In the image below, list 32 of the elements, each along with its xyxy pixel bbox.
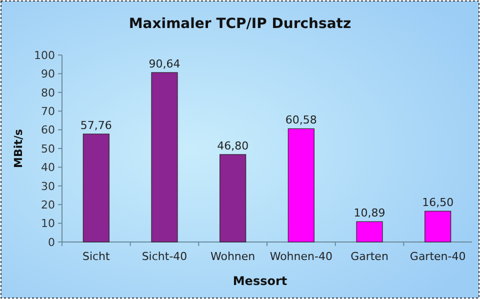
y-tick-label: 50 <box>41 142 55 156</box>
y-tick-label: 40 <box>41 161 55 174</box>
y-tick-label: 20 <box>41 198 55 212</box>
chart-title: Maximaler TCP/IP Durchsatz <box>128 16 352 32</box>
data-label: 90,64 <box>148 58 180 71</box>
y-tick-label: 60 <box>41 124 55 137</box>
y-tick-label: 100 <box>34 48 55 62</box>
y-tick-label: 80 <box>41 86 55 100</box>
x-tick-label: Wohnen <box>210 250 256 263</box>
y-tick-label: 70 <box>41 104 55 118</box>
data-label: 10,89 <box>354 206 386 220</box>
x-tick-label: Garten-40 <box>410 250 466 263</box>
bar <box>220 154 246 242</box>
bar <box>356 221 383 242</box>
x-axis-title: Messort <box>232 274 288 288</box>
bar <box>151 72 178 242</box>
bar <box>82 134 110 242</box>
y-tick-label: 0 <box>48 236 55 249</box>
data-label: 60,58 <box>285 114 317 127</box>
bar <box>424 210 452 242</box>
y-tick-label: 30 <box>41 180 55 193</box>
data-label: 46,80 <box>217 139 249 152</box>
data-label: 57,76 <box>80 118 112 132</box>
y-axis-title: MBit/s <box>12 128 25 168</box>
x-tick-label: Garten <box>350 250 388 263</box>
y-tick-label: 90 <box>41 68 55 81</box>
x-tick-label: Wohnen-40 <box>270 250 332 263</box>
y-tick-label: 10 <box>41 217 55 230</box>
x-tick-label: Sicht <box>82 250 111 263</box>
bar <box>288 128 314 242</box>
x-tick-label: Sicht-40 <box>142 250 188 263</box>
data-label: 16,50 <box>422 196 454 210</box>
